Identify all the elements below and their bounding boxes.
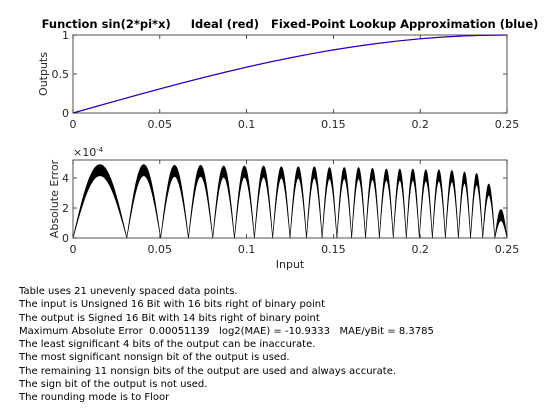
- y-tick-label: 1: [62, 29, 69, 42]
- axis-ticks: 0 0.05 0.1 0.15 0.2 0.25 0 2 4: [62, 160, 519, 256]
- x-tick-label: 0.2: [411, 118, 429, 131]
- y-tick-label: 0: [62, 232, 69, 245]
- report-line: Table uses 21 unevenly spaced data point…: [19, 286, 238, 297]
- axis-ticks: 0 0.05 0.1 0.15 0.2 0.25 0 0.5 1: [52, 29, 520, 131]
- x-tick-label: 0.25: [495, 118, 520, 131]
- report-line: The output is Signed 16 Bit with 14 bits…: [19, 312, 320, 324]
- plot-area: [72, 34, 508, 114]
- series-group: [72, 34, 508, 114]
- x-tick-label: 0.15: [321, 118, 346, 131]
- plot-area: [72, 159, 508, 239]
- chart-absolute-error: 0 0.05 0.1 0.15 0.2 0.25 0 2 4 ×10-4 Absolute Er…: [48, 146, 519, 271]
- y-tick-label: 2: [62, 202, 69, 215]
- chart-title: Function sin(2*pi*x) Ideal (red) Fixed-P…: [42, 17, 539, 31]
- x-tick-label: 0.25: [495, 243, 520, 256]
- y-tick-label: 0.5: [52, 68, 70, 81]
- report-line: The rounding mode is to Floor: [19, 392, 170, 404]
- y-exponent: ×10-4: [73, 146, 104, 159]
- report-line: The least significant 4 bits of the outp…: [19, 339, 316, 351]
- y-tick-label: 4: [62, 172, 69, 185]
- x-tick-label: 0.1: [238, 243, 256, 256]
- report-line: Maximum Absolute Error 0.00051139 log2(M…: [19, 325, 434, 337]
- y-axis-label: Absolute Error: [48, 159, 61, 238]
- report-line: The sign bit of the output is not used.: [19, 379, 208, 391]
- chart-outputs: Function sin(2*pi*x) Ideal (red) Fixed-P…: [37, 17, 538, 131]
- x-tick-label: 0.05: [148, 118, 173, 131]
- x-tick-label: 0.1: [238, 118, 256, 131]
- x-tick-label: 0.15: [321, 243, 346, 256]
- x-tick-label: 0: [70, 243, 77, 256]
- report-text: Table uses 21 unevenly spaced data point…: [19, 285, 434, 405]
- report-line: The remaining 11 nonsign bits of the out…: [19, 365, 397, 377]
- x-tick-label: 0.2: [411, 243, 429, 256]
- x-tick-label: 0: [70, 118, 77, 131]
- y-tick-label: 0: [62, 107, 69, 120]
- report-line: The most significant nonsign bit of the …: [19, 352, 290, 364]
- report-line: The input is Unsigned 16 Bit with 16 bit…: [19, 299, 326, 311]
- y-exponent-power: -4: [96, 146, 104, 154]
- x-tick-label: 0.05: [148, 243, 173, 256]
- series-approx-line: [72, 34, 508, 114]
- y-axis-label: Outputs: [37, 52, 50, 96]
- series-group: [72, 164, 508, 239]
- x-axis-label: Input: [276, 258, 305, 271]
- y-exponent-base: ×10: [73, 146, 96, 159]
